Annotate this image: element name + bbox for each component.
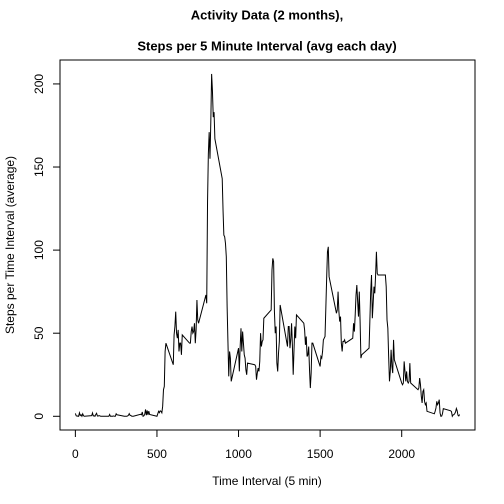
x-tick-label: 500 [147,447,167,461]
plot-frame [59,59,476,431]
x-tick-label: 2000 [388,447,415,461]
y-tick-label: 0 [32,413,46,420]
x-tick-label: 0 [72,447,79,461]
y-tick-label: 150 [32,157,46,177]
y-tick-label: 100 [32,240,46,260]
x-axis-label: Time Interval (5 min) [212,474,322,488]
y-tick-label: 200 [32,74,46,94]
x-tick-label: 1000 [225,447,252,461]
line-series [74,73,461,418]
y-tick-label: 50 [32,326,46,340]
chart-title: Activity Data (2 months), [191,7,343,22]
chart-subtitle: Steps per 5 Minute Interval (avg each da… [137,38,396,53]
y-axis-label: Steps per Time Interval (average) [3,156,17,334]
x-tick-label: 1500 [307,447,334,461]
